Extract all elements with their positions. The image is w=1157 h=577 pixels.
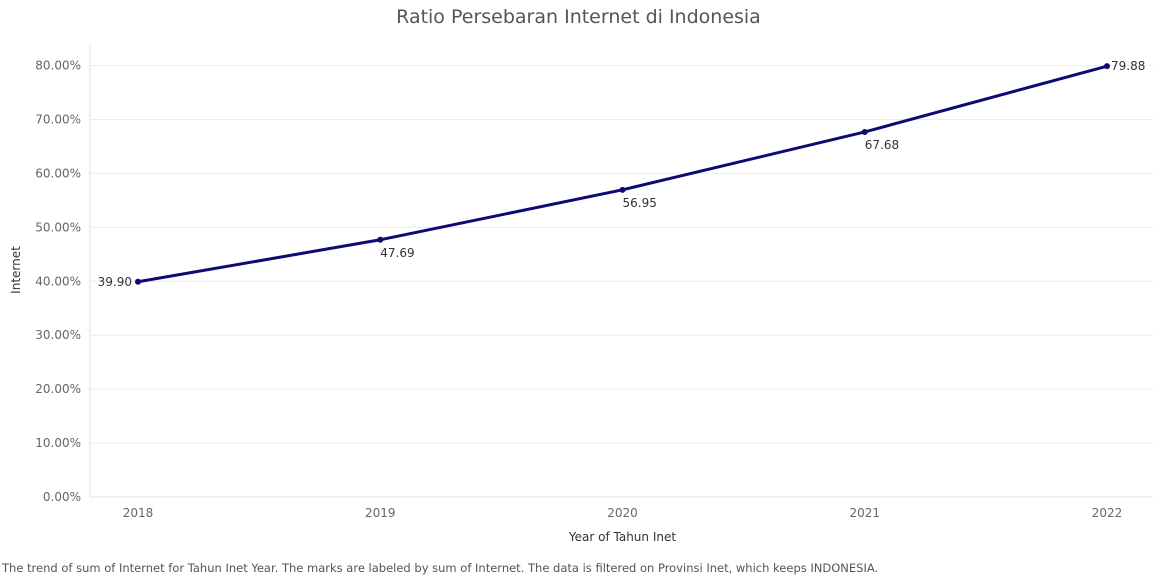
y-tick-label: 60.00%: [35, 166, 81, 180]
data-points: [135, 63, 1110, 285]
grid-lines: [90, 65, 1153, 444]
x-tick-label: 2022: [1092, 506, 1123, 520]
y-tick-label: 10.00%: [35, 436, 81, 450]
y-tick-label: 80.00%: [35, 59, 81, 73]
data-point[interactable]: [861, 128, 868, 135]
y-axis-title: Internet: [9, 246, 23, 294]
data-point[interactable]: [619, 186, 626, 193]
data-label: 67.68: [865, 138, 899, 152]
data-point[interactable]: [1104, 63, 1110, 70]
chart-caption: The trend of sum of Internet for Tahun I…: [2, 561, 879, 575]
y-tick-label: 70.00%: [35, 112, 81, 126]
data-point[interactable]: [377, 236, 384, 243]
y-tick-label: 30.00%: [35, 328, 81, 342]
data-label: 56.95: [623, 196, 657, 210]
x-axis-title: Year of Tahun Inet: [568, 530, 676, 544]
series-line: [136, 64, 1109, 284]
x-tick-label: 2018: [123, 506, 154, 520]
y-tick-label: 40.00%: [35, 274, 81, 288]
data-point[interactable]: [135, 278, 141, 285]
axes: 0.00% 10.00% 20.00% 30.00% 40.00% 50.00% 60.00…: [35, 44, 1153, 520]
series-polyline: [136, 64, 1109, 284]
data-labels: 39.90 47.69 56.95 67.68 79.88: [98, 59, 1146, 289]
data-label: 47.69: [380, 246, 414, 260]
y-tick-label: 0.00%: [43, 490, 81, 504]
y-tick-label: 20.00%: [35, 382, 81, 396]
data-label: 79.88: [1111, 59, 1145, 73]
x-tick-label: 2019: [365, 506, 396, 520]
y-tick-label: 50.00%: [35, 220, 81, 234]
x-tick-label: 2021: [849, 506, 880, 520]
chart-title: Ratio Persebaran Internet di Indonesia: [396, 6, 761, 28]
data-label: 39.90: [98, 275, 132, 289]
x-tick-label: 2020: [607, 506, 638, 520]
